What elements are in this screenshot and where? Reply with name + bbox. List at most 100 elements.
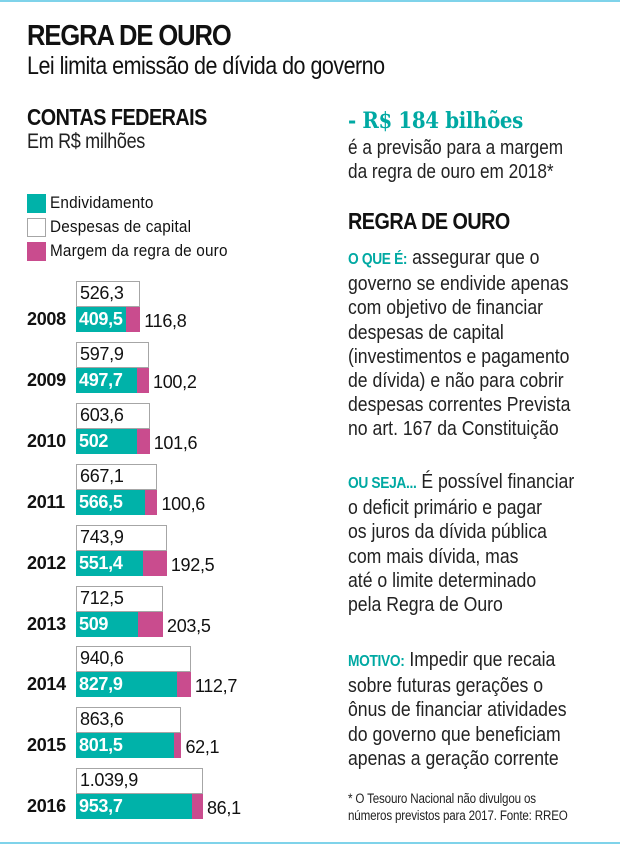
margin-value-label: 62,1 bbox=[185, 737, 220, 758]
paragraph-line: pela Regra de Ouro bbox=[348, 593, 503, 617]
year-label: 2011 bbox=[27, 491, 65, 512]
debt-bar bbox=[76, 489, 146, 515]
capital-bar bbox=[76, 341, 149, 368]
legend-item-debt: Endividamento bbox=[27, 193, 165, 213]
capital-bar bbox=[76, 402, 150, 429]
legend-swatch-debt bbox=[27, 193, 46, 213]
debt-value-label: 801,5 bbox=[79, 735, 123, 756]
paragraph-line: do governo que beneficiam bbox=[348, 722, 561, 746]
margin-value-label: 112,7 bbox=[194, 676, 238, 697]
debt-value-label: 551,4 bbox=[79, 552, 123, 573]
paragraph-line: o deficit primário e pagar bbox=[348, 496, 543, 520]
legend-swatch-capital bbox=[27, 217, 46, 237]
capital-bar bbox=[76, 646, 191, 673]
debt-bar bbox=[76, 307, 126, 332]
debt-bar bbox=[76, 367, 137, 393]
capital-value-label: 712,5 bbox=[80, 587, 124, 608]
capital-bar bbox=[76, 707, 182, 734]
chart-title: CONTAS FEDERAIS bbox=[27, 104, 207, 130]
year-label: 2010 bbox=[27, 430, 66, 451]
highlight-description: é a previsão para a margem da regra de o… bbox=[348, 136, 606, 184]
footnote-line: números previstos para 2017. Fonte: RREO bbox=[348, 808, 568, 823]
legend-swatch-margin bbox=[27, 241, 46, 261]
margin-value-label: 203,5 bbox=[166, 615, 211, 636]
margin-value-label: 101,6 bbox=[153, 432, 198, 453]
debt-bar bbox=[76, 611, 139, 637]
capital-value-label: 940,6 bbox=[80, 648, 124, 669]
paragraph-line: com mais dívida, mas bbox=[348, 544, 519, 568]
paragraph-line: despesas de capital bbox=[348, 320, 504, 344]
debt-value-label: 953,7 bbox=[79, 796, 123, 817]
top-rule bbox=[0, 0, 620, 2]
debt-value-label: 566,5 bbox=[79, 491, 123, 512]
margin-value-label: 116,8 bbox=[144, 311, 187, 331]
margin-bar bbox=[173, 733, 182, 759]
year-label: 2008 bbox=[27, 309, 66, 329]
paragraph-line: É possível financiar bbox=[416, 470, 575, 493]
year-label: 2014 bbox=[27, 674, 66, 695]
highlight-desc-line: é a previsão para a margem bbox=[348, 137, 564, 159]
capital-value-label: 526,3 bbox=[80, 283, 124, 303]
page-title: REGRA DE OURO bbox=[27, 20, 232, 52]
rule-section-title: REGRA DE OURO bbox=[348, 208, 510, 234]
debt-value-label: 509 bbox=[79, 613, 109, 634]
debt-value-label: 827,9 bbox=[79, 674, 123, 695]
debt-bar bbox=[76, 733, 174, 759]
footnote-line: * O Tesouro Nacional não divulgou os bbox=[348, 791, 536, 806]
margin-bar bbox=[137, 428, 150, 454]
paragraph-line: assegurar que o bbox=[407, 246, 540, 269]
capital-bar bbox=[76, 524, 167, 551]
capital-value-label: 743,9 bbox=[80, 526, 124, 547]
margin-bar bbox=[145, 489, 158, 515]
debt-bar bbox=[76, 672, 178, 698]
margin-bar bbox=[138, 611, 163, 637]
capital-value-label: 667,1 bbox=[80, 465, 124, 486]
capital-bar bbox=[76, 768, 203, 795]
paragraph-line: os juros da dívida pública bbox=[348, 520, 547, 544]
highlight-desc-line: da regra de ouro em 2018* bbox=[348, 161, 554, 183]
paragraph-line: governo se endivide apenas bbox=[348, 272, 569, 296]
capital-value-label: 597,9 bbox=[80, 343, 124, 364]
paragraph-in-other-words: OU SEJA... É possível financiar o defici… bbox=[348, 470, 620, 617]
debt-value-label: 502 bbox=[79, 430, 109, 451]
paragraph-line: no art. 167 da Constituição bbox=[348, 417, 559, 441]
paragraph-reason: MOTIVO: Impedir que recaia sobre futuras… bbox=[348, 648, 620, 771]
legend-label-debt: Endividamento bbox=[50, 193, 154, 212]
year-label: 2009 bbox=[27, 369, 66, 390]
paragraph-line: sobre futuras gerações o bbox=[348, 674, 544, 698]
margin-value-label: 192,5 bbox=[170, 554, 215, 575]
margin-bar bbox=[177, 672, 191, 698]
year-label: 2015 bbox=[27, 735, 66, 756]
debt-value-label: 409,5 bbox=[79, 309, 123, 329]
capital-value-label: 1.039,9 bbox=[80, 770, 138, 791]
debt-value-label: 497,7 bbox=[79, 369, 123, 390]
paragraph-lead: MOTIVO: bbox=[348, 653, 405, 670]
capital-bar bbox=[76, 463, 158, 490]
capital-bar bbox=[76, 281, 141, 307]
legend-item-margin: Margem da regra de ouro bbox=[27, 241, 247, 261]
margin-value-label: 100,6 bbox=[161, 493, 205, 514]
capital-bar bbox=[76, 585, 163, 612]
margin-value-label: 100,2 bbox=[153, 371, 197, 392]
paragraph-line: até o limite determinado bbox=[348, 568, 537, 592]
paragraph-line: Impedir que recaia bbox=[404, 648, 556, 671]
legend-item-capital: Despesas de capital bbox=[27, 217, 207, 237]
bar-chart: 526,3 409,5 116,8 2008 597,9 497,7 100,2 2009 60… bbox=[0, 270, 320, 830]
debt-bar bbox=[76, 794, 193, 820]
paragraph-line: de dívida) e não para cobrir bbox=[348, 369, 564, 393]
margin-value-label: 86,1 bbox=[206, 798, 241, 819]
year-label: 2012 bbox=[27, 552, 66, 573]
paragraph-line: ônus de financiar atividades bbox=[348, 698, 567, 722]
margin-bar bbox=[125, 307, 141, 332]
capital-value-label: 603,6 bbox=[80, 404, 124, 425]
legend-label-capital: Despesas de capital bbox=[50, 217, 192, 236]
capital-value-label: 863,6 bbox=[80, 709, 124, 730]
bottom-rule bbox=[0, 842, 620, 844]
paragraph-line: com objetivo de financiar bbox=[348, 296, 544, 320]
page-subtitle: Lei limita emissão de dívida do governo bbox=[27, 52, 385, 80]
year-label: 2016 bbox=[27, 796, 66, 817]
footnote: * O Tesouro Nacional não divulgou os núm… bbox=[348, 790, 620, 824]
paragraph-line: (investimentos e pagamento bbox=[348, 344, 570, 368]
paragraph-what-is: O QUE É: assegurar que o governo se endi… bbox=[348, 246, 620, 442]
margin-bar bbox=[136, 367, 149, 393]
